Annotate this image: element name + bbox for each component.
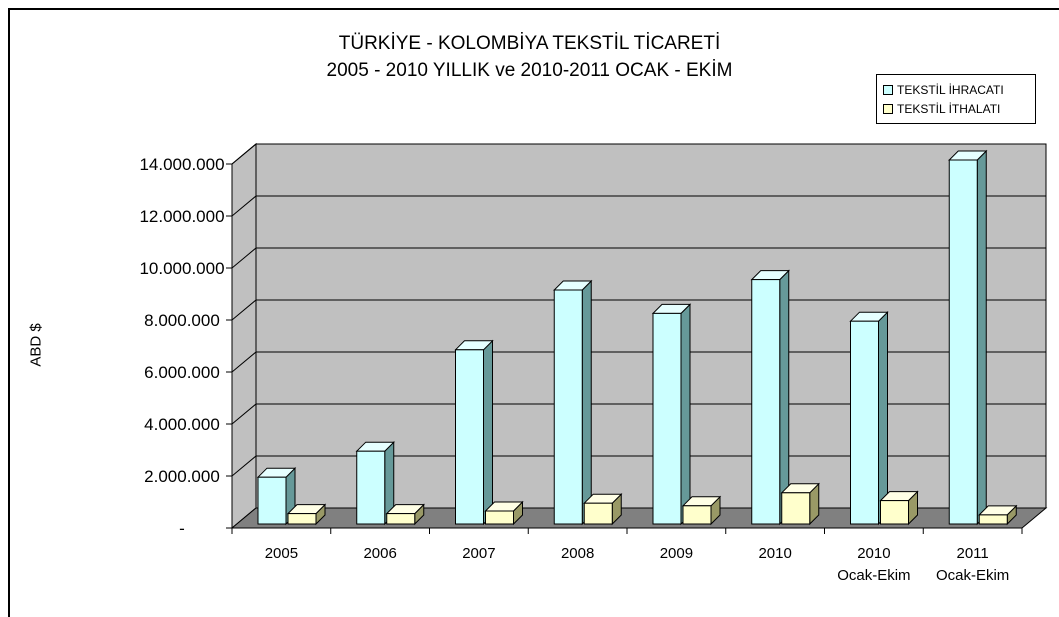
legend-entry-exports: TEKSTİL İHRACATI (883, 83, 1004, 97)
chart-floor (230, 507, 1048, 529)
bar-exports (751, 279, 781, 525)
x-tick-label: 2009 (660, 545, 693, 562)
gridline (231, 195, 1046, 217)
x-tick-label: 2007 (462, 545, 495, 562)
bar-imports (880, 500, 909, 525)
bar-exports (948, 159, 978, 525)
y-tick-label: - (179, 519, 185, 538)
bar-imports (978, 514, 1008, 525)
y-tick-label: 4.000.000 (144, 415, 220, 434)
bar-imports (682, 505, 712, 525)
x-tick-label: Ocak-Ekim (837, 567, 910, 584)
gridline (231, 247, 1046, 269)
bar-imports (287, 513, 317, 525)
y-tick-label: 10.000.000 (139, 259, 224, 278)
bar-exports (553, 289, 583, 525)
chart-title-line-2: 2005 - 2010 YILLIK ve 2010-2011 OCAK - E… (326, 60, 733, 81)
legend-label-imports: TEKSTİL İTHALATI (897, 102, 1001, 116)
bar-exports (455, 349, 484, 525)
y-tick-label: 14.000.000 (139, 155, 224, 174)
chart-frame (8, 8, 1059, 617)
bar-side (878, 310, 888, 526)
chart-legend: TEKSTİL İHRACATI TEKSTİL İTHALATI (876, 74, 1036, 124)
bar-side (976, 149, 987, 526)
bar-imports (485, 510, 514, 525)
x-tick-label: 2010 (857, 545, 890, 562)
bar-side (779, 269, 790, 526)
chart-side-wall (231, 142, 257, 530)
bar-exports (652, 312, 682, 525)
y-tick-label: 8.000.000 (144, 311, 220, 330)
bar-exports (356, 450, 386, 525)
y-tick-label: 6.000.000 (144, 363, 220, 382)
bar-side (483, 339, 493, 526)
gridline (231, 143, 1046, 165)
y-tick-label: 2.000.000 (144, 467, 220, 486)
x-tick-label: Ocak-Ekim (936, 567, 1009, 584)
legend-entry-imports: TEKSTİL İTHALATI (883, 102, 1000, 116)
bar-side (680, 303, 691, 526)
legend-label-exports: TEKSTİL İHRACATI (897, 83, 1004, 97)
bar-imports (386, 513, 416, 525)
chart-title: TÜRKİYE - KOLOMBİYA TEKSTİL TİCARETİ 200… (0, 30, 1059, 84)
bar-imports (781, 492, 811, 525)
bar-side (581, 279, 592, 526)
legend-swatch-imports (883, 104, 893, 114)
chart-title-line-1: TÜRKİYE - KOLOMBİYA TEKSTİL TİCARETİ (338, 33, 721, 54)
x-tick-label: 2008 (561, 545, 594, 562)
bar-exports (850, 320, 879, 525)
y-tick-label: 12.000.000 (139, 207, 224, 226)
x-tick-label: 2005 (265, 545, 298, 562)
x-tick-label: 2006 (363, 545, 396, 562)
legend-swatch-exports (883, 85, 893, 95)
bar-imports (583, 502, 613, 525)
x-tick-label: 2010 (758, 545, 791, 562)
bar-exports (257, 476, 287, 525)
x-tick-label: 2011 (956, 545, 988, 562)
